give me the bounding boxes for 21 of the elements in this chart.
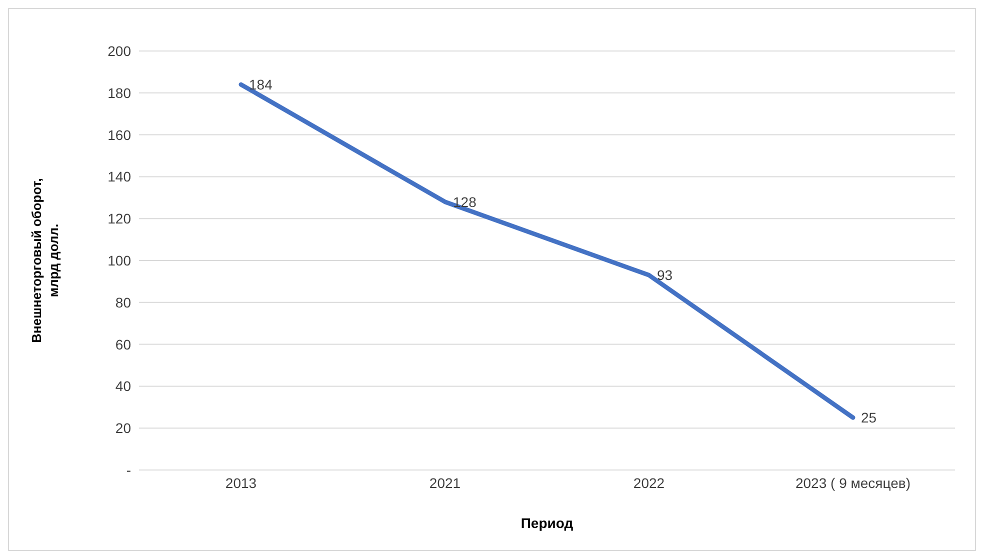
y-tick-label: 40 (115, 378, 132, 394)
y-tick-label: 60 (115, 336, 132, 352)
data-label: 93 (657, 267, 673, 284)
data-label: 128 (453, 194, 477, 210)
y-tick-label: 180 (108, 84, 132, 101)
y-axis-title: Внешнеторговый оборот, млрд долл. (29, 178, 61, 343)
x-tick-label: 2022 (633, 474, 665, 491)
data-label: 25 (861, 410, 877, 426)
y-tick-label: 100 (108, 252, 132, 268)
y-tick-label: 160 (108, 126, 132, 143)
y-tick-label: 20 (115, 420, 132, 436)
y-tick-label: 120 (108, 210, 132, 227)
y-tick-label: 200 (108, 42, 132, 59)
x-tick-label: 2021 (429, 474, 461, 491)
y-tick-label: 140 (108, 168, 132, 185)
x-tick-label: 2013 (225, 474, 257, 491)
x-axis-title: Период (520, 515, 574, 531)
y-tick-label: 80 (115, 294, 132, 310)
data-label: 184 (249, 76, 273, 92)
x-tick-label: 2023 ( 9 месяцев) (795, 474, 911, 491)
y-tick-label: - (126, 462, 132, 478)
